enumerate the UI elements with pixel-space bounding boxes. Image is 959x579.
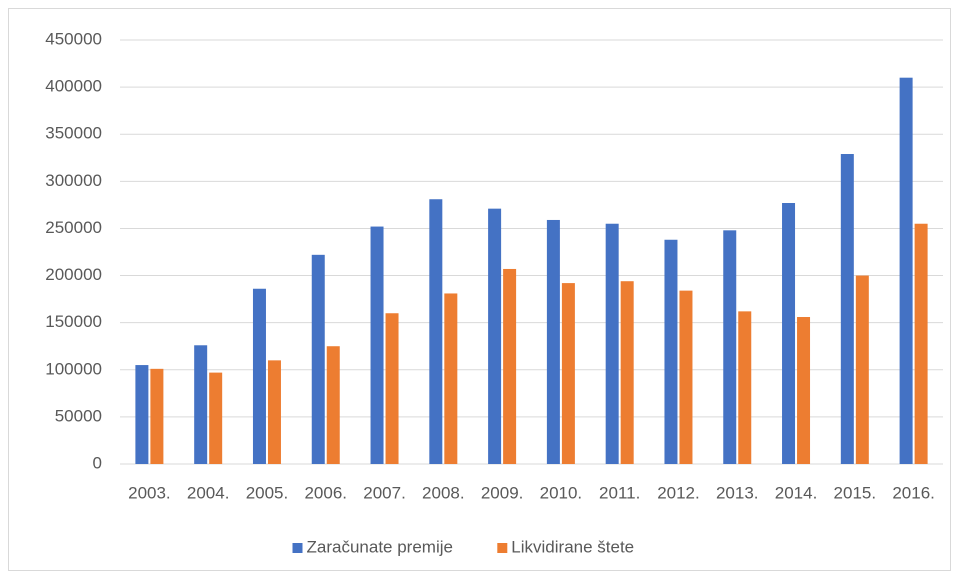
bar xyxy=(620,281,634,464)
x-tick-label: 2013. xyxy=(716,483,759,502)
x-tick-label: 2007. xyxy=(363,483,406,502)
bar xyxy=(135,365,149,464)
y-tick-label: 50000 xyxy=(55,406,102,425)
bar xyxy=(738,311,752,464)
bar xyxy=(855,275,869,464)
legend-swatch xyxy=(497,543,508,553)
bar xyxy=(194,345,208,464)
bar xyxy=(914,223,928,464)
y-tick-label: 0 xyxy=(93,453,102,472)
y-tick-label: 400000 xyxy=(45,77,102,96)
bar xyxy=(267,360,281,464)
y-tick-label: 300000 xyxy=(45,171,102,190)
x-tick-label: 2006. xyxy=(304,483,347,502)
legend-swatch xyxy=(292,543,303,553)
bar xyxy=(546,219,560,464)
bar xyxy=(370,226,384,464)
bar xyxy=(679,290,693,464)
y-tick-label: 450000 xyxy=(45,29,102,48)
bar xyxy=(723,230,737,464)
y-tick-label: 350000 xyxy=(45,124,102,143)
x-tick-label: 2016. xyxy=(892,483,935,502)
x-tick-label: 2012. xyxy=(657,483,700,502)
bar xyxy=(252,288,266,464)
x-tick-label: 2011. xyxy=(599,483,640,502)
y-tick-label: 250000 xyxy=(45,218,102,237)
bar xyxy=(664,239,678,464)
legend-label: Likvidirane štete xyxy=(511,537,634,556)
bar xyxy=(326,346,340,464)
x-tick-label: 2005. xyxy=(246,483,289,502)
bar xyxy=(488,208,502,464)
x-tick-label: 2010. xyxy=(540,483,583,502)
bar xyxy=(561,283,575,464)
bar xyxy=(797,317,811,464)
x-tick-label: 2003. xyxy=(128,483,171,502)
x-tick-label: 2009. xyxy=(481,483,524,502)
bar xyxy=(782,203,796,464)
y-tick-label: 150000 xyxy=(45,312,102,331)
bar xyxy=(503,268,517,464)
x-tick-label: 2014. xyxy=(775,483,818,502)
x-tick-label: 2008. xyxy=(422,483,465,502)
bar xyxy=(209,372,223,464)
bar xyxy=(385,313,399,464)
legend-label: Zaračunate premije xyxy=(307,537,453,556)
bar xyxy=(605,223,619,464)
bar xyxy=(150,368,164,464)
bar xyxy=(444,293,458,464)
bar xyxy=(899,77,913,464)
bar xyxy=(840,154,854,464)
y-tick-label: 200000 xyxy=(45,265,102,284)
y-tick-label: 100000 xyxy=(45,359,102,378)
x-tick-label: 2004. xyxy=(187,483,230,502)
x-tick-label: 2015. xyxy=(834,483,877,502)
bar xyxy=(311,254,325,464)
bar xyxy=(429,199,443,465)
